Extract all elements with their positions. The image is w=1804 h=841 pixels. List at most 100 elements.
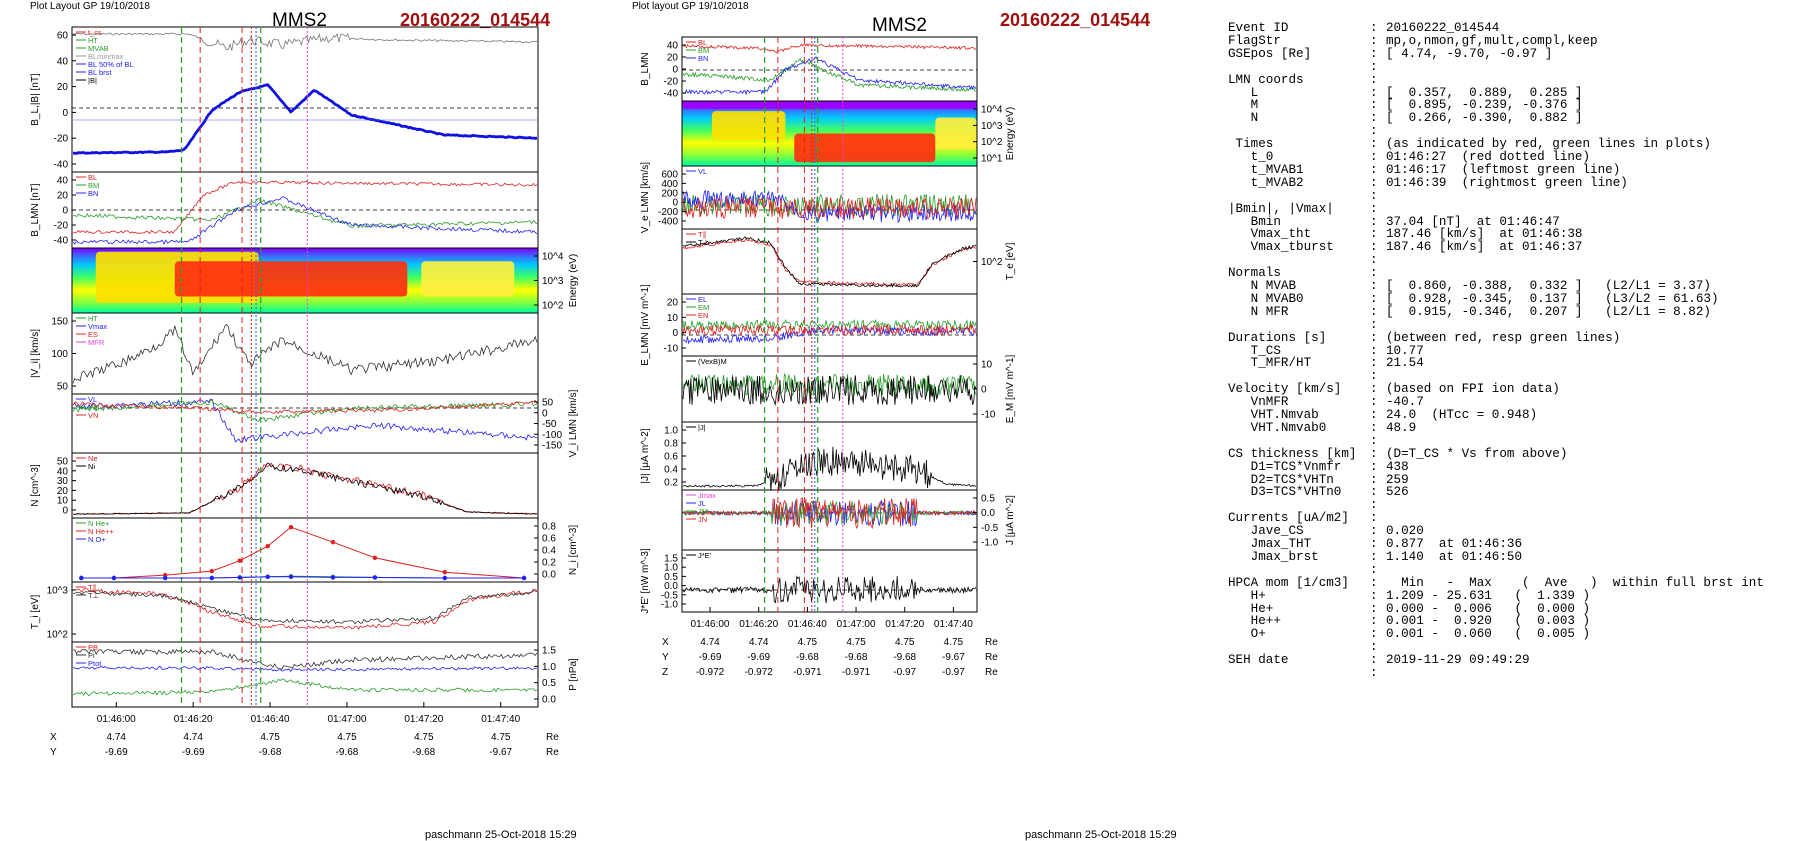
- legend-label: Jmax: [698, 491, 716, 500]
- info-value: 0.877 at 01:46:36: [1386, 537, 1523, 551]
- y-tick-label: 50: [57, 457, 69, 468]
- info-value: (as indicated by red, green lines in plo…: [1386, 137, 1711, 152]
- ephemeris-value: -9.67: [942, 652, 965, 663]
- ephemeris-value: -9.69: [105, 747, 128, 758]
- y-tick-label: 50: [57, 382, 69, 393]
- legend-label: |J|: [698, 423, 706, 432]
- info-value: Min - Max ( Ave ) within full brst int: [1386, 575, 1764, 590]
- legend-label: BL 50% of BL: [88, 60, 134, 69]
- info-value: 01:46:17 (leftmost green line): [1386, 162, 1621, 177]
- info-separator: :: [1370, 72, 1378, 87]
- hpca-series-line: [81, 576, 524, 579]
- info-value: 48.9: [1386, 420, 1417, 435]
- legend-label: EM: [698, 303, 709, 312]
- hpca-data-point: [521, 575, 527, 581]
- middle-layout-label: Plot layout GP 19/10/2018: [632, 1, 749, 12]
- ephemeris-value: -9.67: [489, 747, 512, 758]
- info-separator: :: [1370, 150, 1378, 164]
- hpca-data-point: [209, 568, 214, 574]
- info-separator: :: [1370, 562, 1378, 577]
- info-value: 1.140 at 01:46:50: [1386, 549, 1523, 564]
- ephemeris-unit: Re: [546, 747, 559, 758]
- y-tick-label: 0.2: [542, 558, 556, 569]
- info-key: N MVAB0: [1228, 291, 1304, 306]
- panel-frame: [71, 641, 539, 708]
- y-axis-label: E_M [mV m^-1]: [1005, 354, 1016, 423]
- ephemeris-value: 4.75: [846, 637, 866, 648]
- info-key: Jmax_brst: [1228, 549, 1319, 564]
- series-line: [72, 180, 538, 235]
- y-tick-label: 10^2: [981, 257, 1003, 268]
- x-tick-label: 01:46:00: [691, 619, 730, 630]
- ephemeris-value: 4.75: [260, 732, 280, 743]
- series-line: [682, 56, 977, 96]
- info-separator: :: [1370, 640, 1378, 655]
- info-separator: :: [1370, 420, 1378, 435]
- ephemeris-value: -9.68: [412, 747, 435, 758]
- ephemeris-value: 4.75: [895, 637, 915, 648]
- info-key: N MVAB: [1228, 279, 1297, 293]
- info-key: L: [1228, 85, 1259, 100]
- y-tick-label: 40: [57, 56, 69, 67]
- y-axis-label: N [cm^-3]: [30, 464, 41, 507]
- info-value: (based on FPI ion data): [1386, 382, 1560, 397]
- y-tick-label: 0.4: [664, 465, 678, 476]
- panel-2: 10^4 10^3 10^2 10^1 Energy (eV): [681, 100, 1016, 167]
- hpca-data-point: [442, 575, 447, 581]
- info-separator: :: [1370, 446, 1378, 461]
- y-tick-label: 0.2: [664, 478, 678, 489]
- info-value: 21.54: [1386, 356, 1424, 371]
- legend-label: t_cs: [88, 28, 102, 37]
- spectrogram-intensity-band: [794, 133, 936, 163]
- y-tick-label: 20: [57, 191, 69, 202]
- info-key: N: [1228, 111, 1259, 126]
- legend-label: VM: [88, 403, 99, 412]
- ephemeris-value: -9.68: [845, 652, 868, 663]
- ephemeris-row-label: X: [50, 732, 57, 743]
- info-separator: :: [1370, 304, 1378, 319]
- info-key: CS thickness [km]: [1228, 446, 1357, 461]
- legend-label: T∥: [88, 583, 96, 592]
- middle-footer: paschmann 25-Oct-2018 15:29: [1025, 829, 1177, 841]
- series-line: [682, 57, 977, 92]
- info-separator: :: [1370, 85, 1378, 100]
- legend-label: JL: [698, 499, 706, 508]
- ephemeris-value: 4.74: [107, 732, 127, 743]
- info-value: 0.020: [1386, 524, 1424, 539]
- info-value: [ 0.860, -0.388, 0.332 ] (L2/L1 = 3.37): [1386, 279, 1711, 293]
- series-line: [72, 32, 538, 51]
- y-tick-label: -50: [542, 419, 557, 430]
- y-tick-label: 0: [672, 328, 678, 339]
- y-axis-label: |J| [μA m^-2]: [640, 428, 651, 483]
- info-value: (between red, resp green lines): [1386, 330, 1621, 345]
- y-axis-label: P [nPa]: [568, 658, 579, 691]
- info-separator: :: [1370, 653, 1378, 668]
- y-tick-label: 10^3: [542, 276, 564, 287]
- legend-label: (VexB)M: [698, 357, 727, 366]
- y-tick-label: 10^2: [981, 137, 1003, 148]
- x-tick-label: 01:47:40: [934, 619, 973, 630]
- info-key: D3=TCS*VHTn0: [1228, 485, 1342, 500]
- ephemeris-value: 4.75: [491, 732, 511, 743]
- ephemeris-value: -0.972: [696, 667, 725, 678]
- x-tick-label: 01:47:00: [327, 714, 366, 725]
- info-key: HPCA mom [1/cm3]: [1228, 575, 1349, 590]
- info-key: VHT.Nmvab: [1228, 408, 1319, 422]
- info-key: VnMFR: [1228, 395, 1289, 410]
- hpca-data-point: [237, 575, 242, 580]
- y-axis-label: Energy (eV): [568, 254, 579, 307]
- ephemeris-value: 4.74: [700, 637, 720, 648]
- info-separator: :: [1370, 356, 1378, 371]
- series-line: [72, 399, 538, 415]
- ephemeris-value: 4.75: [944, 637, 964, 648]
- ephemeris-value: -0.971: [793, 667, 822, 678]
- series-line: [72, 197, 538, 229]
- hpca-data-point: [79, 575, 84, 581]
- info-value: 1.209 - 25.631 ( 1.339 ): [1386, 588, 1591, 603]
- series-line: [72, 648, 538, 670]
- panel-7: 0.80.60.40.20.0 N_i [cm^-3] N He+N He++N O…: [71, 517, 579, 583]
